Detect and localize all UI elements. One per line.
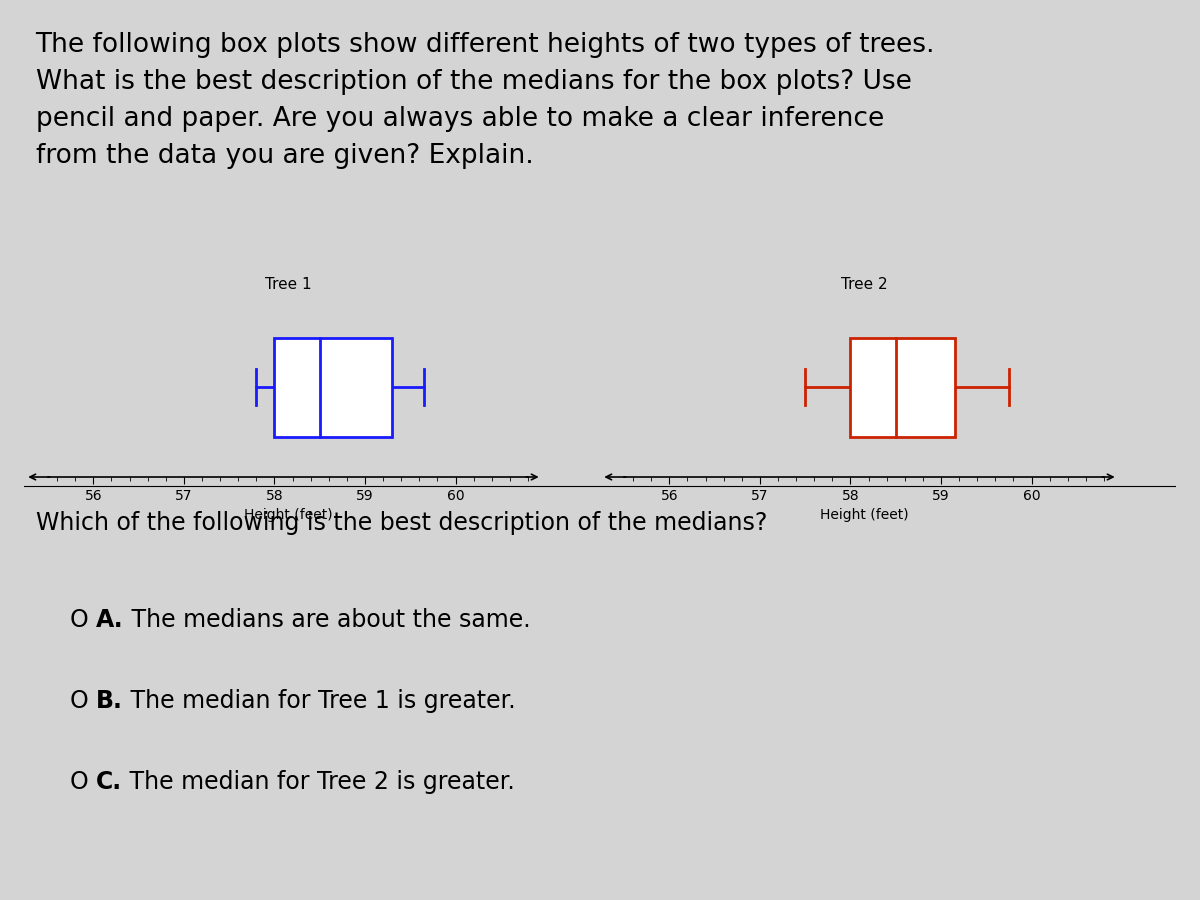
Text: B.: B. xyxy=(96,689,124,714)
Text: The median for Tree 2 is greater.: The median for Tree 2 is greater. xyxy=(122,770,515,795)
Text: The median for Tree 1 is greater.: The median for Tree 1 is greater. xyxy=(124,689,516,714)
Text: O: O xyxy=(70,608,96,633)
Title: Tree 1: Tree 1 xyxy=(265,276,311,292)
Text: The medians are about the same.: The medians are about the same. xyxy=(124,608,530,633)
Text: C.: C. xyxy=(96,770,122,795)
Text: A.: A. xyxy=(96,608,124,633)
Text: Which of the following is the best description of the medians?: Which of the following is the best descr… xyxy=(36,511,767,536)
Bar xyxy=(275,338,392,436)
Text: The following box plots show different heights of two types of trees.
What is th: The following box plots show different h… xyxy=(36,32,935,169)
Text: O: O xyxy=(70,689,96,714)
Title: Tree 2: Tree 2 xyxy=(841,276,887,292)
X-axis label: Height (feet): Height (feet) xyxy=(244,508,332,522)
X-axis label: Height (feet): Height (feet) xyxy=(820,508,908,522)
Bar xyxy=(851,338,954,436)
Text: O: O xyxy=(70,770,96,795)
